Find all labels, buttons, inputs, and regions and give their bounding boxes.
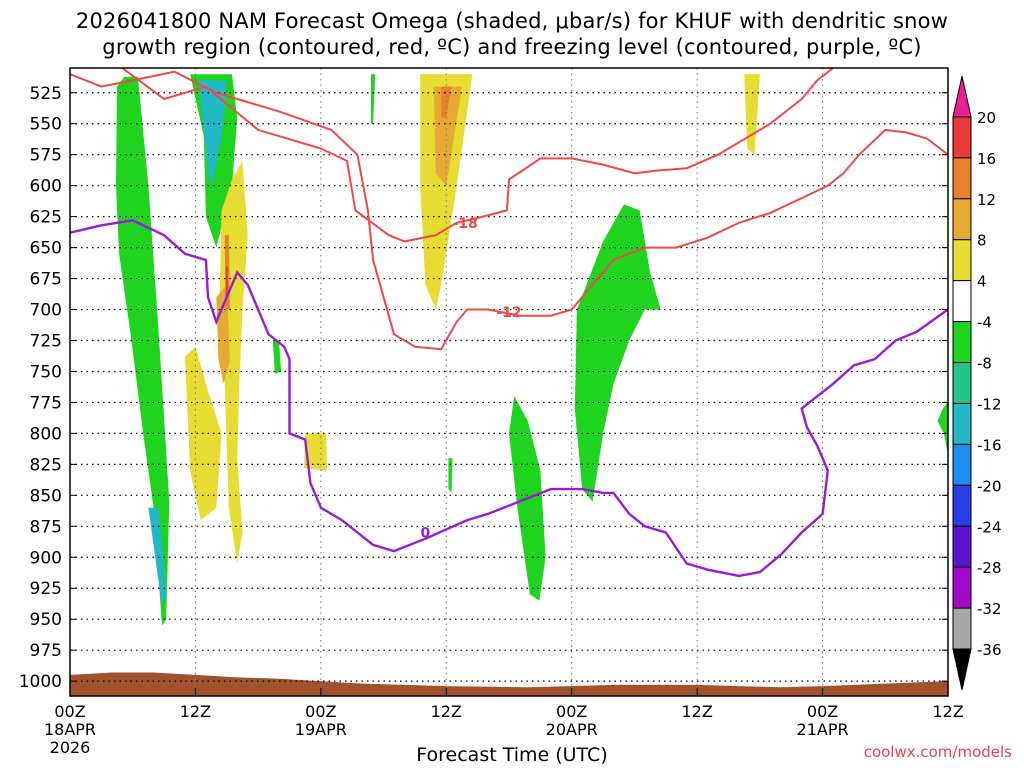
colorbar-label: -24 [977, 518, 1002, 536]
x-axis-title: Forecast Time (UTC) [416, 744, 608, 766]
colorbar-label: 8 [977, 232, 987, 250]
omega-region [272, 340, 282, 374]
x-tick-label: 12Z [430, 702, 462, 721]
colorbar-label: -16 [977, 436, 1002, 454]
y-tick-label: 775 [30, 393, 62, 413]
x-tick-label: 12Z [179, 702, 212, 721]
chart-title-line1: 2026041800 NAM Forecast Omega (shaded, μ… [75, 9, 949, 33]
omega-region [225, 266, 228, 298]
x-tick-label: 2026 [49, 738, 91, 757]
x-tick-label: 12Z [681, 702, 713, 721]
omega-region [744, 74, 760, 155]
colorbar-bin [952, 484, 972, 527]
colorbar-bin [952, 607, 972, 650]
colorbar-label: -8 [977, 355, 992, 373]
omega-region [937, 401, 948, 455]
x-tick-label: 12Z [932, 702, 964, 721]
y-tick-label: 800 [30, 424, 62, 444]
colorbar-bin [952, 239, 972, 282]
colorbar-label: -32 [977, 600, 1002, 618]
colorbar-label: -4 [977, 314, 992, 332]
x-tick-label: 00Z [54, 702, 86, 721]
chart-title-line2: growth region (contoured, red, ºC) and f… [102, 35, 922, 59]
y-tick-label: 850 [30, 486, 62, 506]
omega-region [198, 80, 227, 186]
colorbar-bin [952, 75, 972, 118]
colorbar-bin [952, 116, 972, 159]
freezing-level-contour [70, 219, 948, 578]
x-tick-label: 00Z [305, 702, 337, 721]
ground-surface [70, 672, 948, 696]
colorbar-bin [952, 648, 972, 691]
omega-region [448, 458, 453, 493]
colorbar-label: -12 [977, 395, 1002, 413]
snow-growth-contour [121, 68, 834, 243]
y-tick-label: 1000 [19, 672, 62, 692]
colorbar-bin [952, 157, 972, 200]
colorbar-label: 16 [977, 150, 996, 168]
omega-region [433, 86, 462, 186]
y-tick-label: 750 [30, 362, 62, 382]
snow-growth-contour-label: -12 [496, 305, 521, 321]
y-tick-label: 700 [30, 301, 62, 321]
omega-region [371, 74, 376, 124]
y-tick-label: 950 [30, 610, 62, 630]
y-tick-label: 825 [30, 455, 62, 475]
y-tick-label: 600 [30, 177, 62, 197]
colorbar-bin [952, 280, 972, 323]
x-tick-label: 00Z [806, 702, 839, 721]
colorbar-bin [952, 443, 972, 486]
colorbar-bin [952, 198, 972, 241]
y-tick-label: 625 [30, 208, 62, 228]
x-tick-label: 21APR [796, 720, 849, 739]
colorbar-bin [952, 566, 972, 609]
y-tick-label: 725 [30, 332, 62, 352]
omega-region [116, 76, 170, 626]
y-tick-label: 525 [30, 84, 62, 104]
colorbar-bin [952, 362, 972, 404]
y-tick-label: 675 [30, 270, 62, 290]
colorbar-bin [952, 321, 972, 364]
omega-region [420, 74, 473, 310]
colorbar-label: -28 [977, 559, 1002, 577]
snow-growth-contour [70, 70, 948, 351]
y-tick-label: 575 [30, 146, 62, 166]
omega-region [148, 507, 167, 607]
y-tick-label: 975 [30, 641, 62, 661]
colorbar-bin [952, 402, 972, 445]
colorbar-label: 20 [977, 109, 996, 127]
snow-growth-contour-label: -18 [452, 216, 477, 232]
chart-title: 2026041800 NAM Forecast Omega (shaded, μ… [0, 8, 1024, 60]
colorbar-label: 4 [977, 273, 987, 291]
colorbar-label: 12 [977, 191, 996, 209]
x-tick-label: 20APR [545, 720, 598, 739]
x-tick-label: 18APR [43, 720, 97, 739]
x-tick-label: 19APR [294, 720, 347, 739]
freezing-level-contour-label: 0 [421, 525, 431, 541]
y-tick-label: 900 [30, 548, 62, 568]
colorbar-label: -36 [977, 641, 1002, 659]
colorbar-bin [952, 525, 972, 568]
y-tick-label: 650 [30, 239, 62, 259]
y-tick-label: 875 [30, 517, 62, 537]
plot-frame [69, 67, 949, 697]
y-tick-label: 550 [30, 115, 62, 135]
source-credit: coolwx.com/models [863, 743, 1012, 761]
x-tick-label: 00Z [556, 702, 588, 721]
omega-region [574, 204, 661, 502]
y-tick-label: 925 [30, 579, 62, 599]
colorbar-label: -20 [977, 477, 1002, 495]
